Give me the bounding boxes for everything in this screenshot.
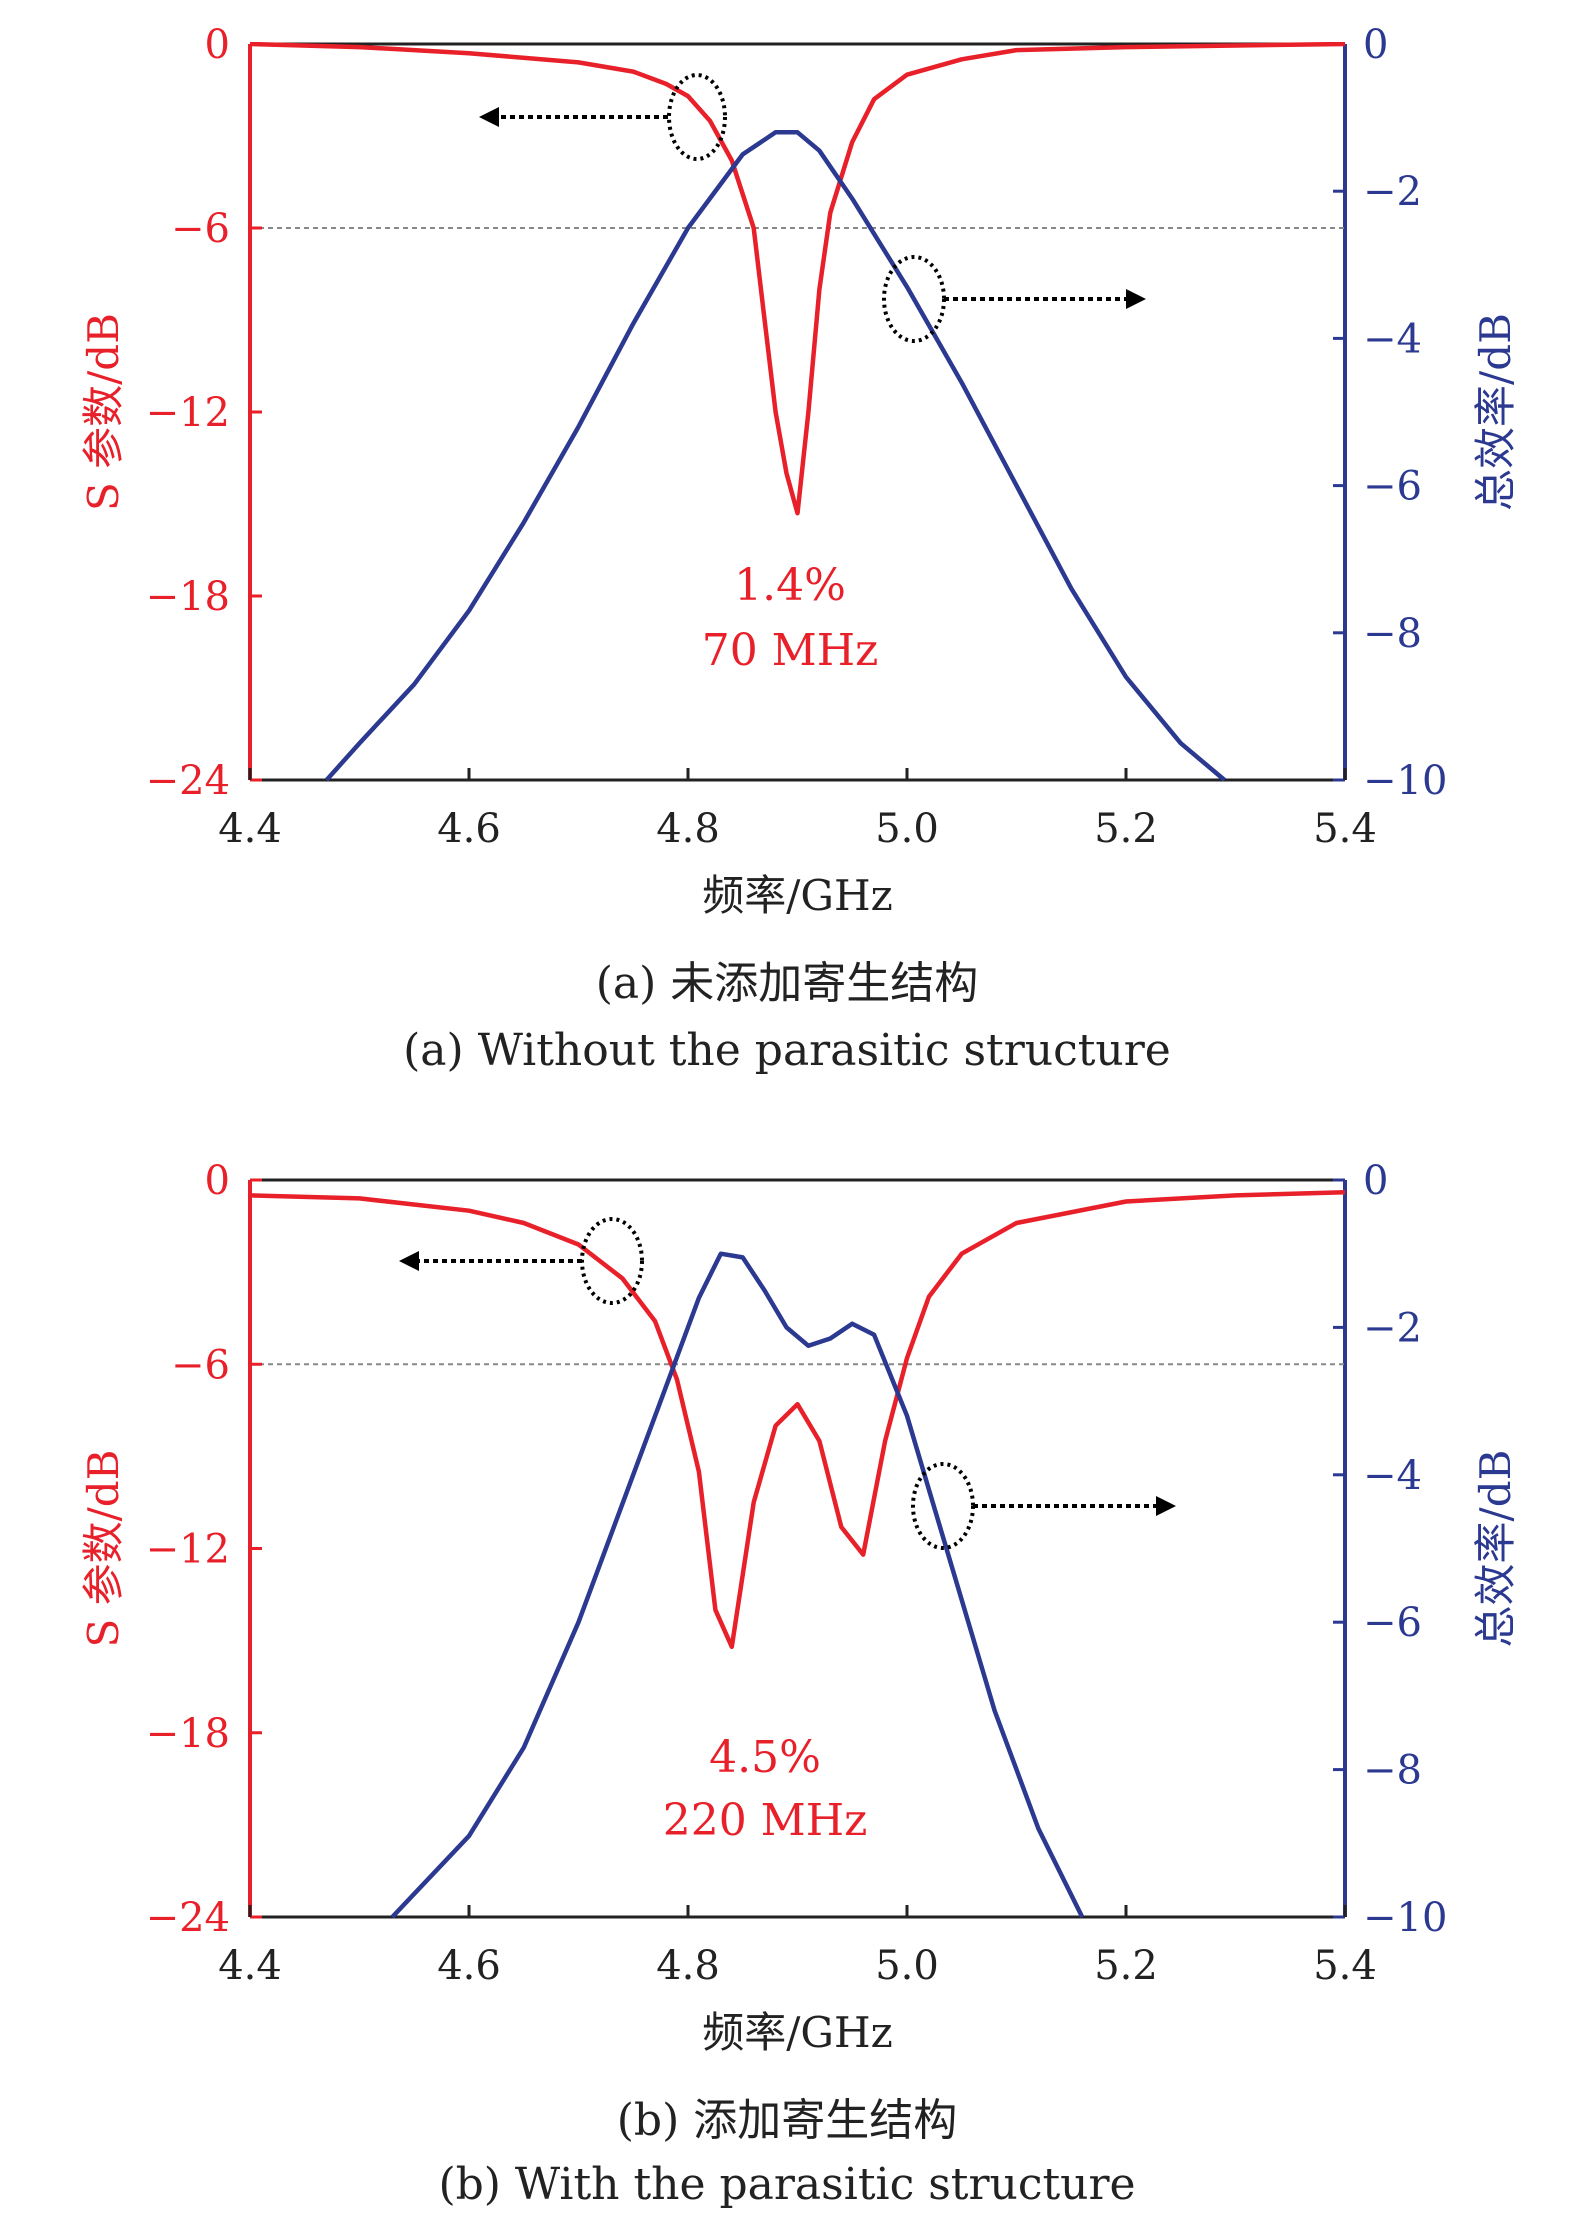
right-tick-label: −6 [1363, 464, 1422, 510]
x-tick-label: 4.6 [437, 1943, 501, 1989]
total-efficiency-curve [390, 1251, 1085, 1919]
right-tick-label: −2 [1363, 1305, 1422, 1351]
right-tick-label: −4 [1363, 316, 1422, 362]
x-tick-label: 4.8 [656, 1943, 720, 1989]
bandwidth-percent-label: 4.5% [709, 1732, 821, 1783]
left-tick-label: 0 [205, 1158, 230, 1204]
right-tick-label: −8 [1363, 611, 1422, 657]
left-tick-label: 0 [205, 22, 230, 68]
right-tick-label: −10 [1363, 1895, 1447, 1941]
series-group [250, 42, 1345, 782]
bandwidth-mhz-label: 70 MHz [702, 625, 879, 676]
left-tick-label: −12 [146, 1527, 230, 1573]
right-tick-label: −4 [1363, 1453, 1422, 1499]
x-tick-label: 5.2 [1094, 806, 1158, 852]
left-tick-label: −6 [171, 206, 230, 252]
x-tick-label: 5.4 [1313, 806, 1377, 852]
left-tick-label: −24 [146, 758, 230, 804]
s-parameter-curve [250, 1190, 1345, 1650]
y-axis-title-right: 总效率/dB [1471, 1450, 1520, 1648]
right-tick-label: −8 [1363, 1748, 1422, 1794]
caption-chinese: (b) 添加寄生结构 [617, 2095, 957, 2146]
chart-panel-a: 0 −6 −12 −18 −24 0 −2 −4 −6 −8 −10 4.4 4.6 4.8 5.0 5.2 5… [79, 22, 1520, 1076]
caption-chinese: (a) 未添加寄生结构 [596, 958, 979, 1009]
left-tick-label: −12 [146, 390, 230, 436]
right-tick-label: −10 [1363, 758, 1447, 804]
x-tick-label: 5.0 [875, 1943, 939, 1989]
y-axis-title-right: 总效率/dB [1471, 313, 1520, 511]
x-tick-label: 4.4 [218, 806, 282, 852]
chart-panel-b: 0 −6 −12 −18 −24 0 −2 −4 −6 −8 −10 4.4 4.6 4.8 5.0 5.2 5… [79, 1158, 1520, 2210]
right-tick-label: 0 [1363, 22, 1388, 68]
y-axis-title-left: S 参数/dB [79, 1449, 128, 1647]
x-tick-label: 4.4 [218, 1943, 282, 1989]
bandwidth-mhz-label: 220 MHz [663, 1795, 868, 1846]
right-tick-label: −2 [1363, 169, 1422, 215]
x-tick-label: 5.2 [1094, 1943, 1158, 1989]
y-axis-title-left: S 参数/dB [79, 313, 128, 511]
left-tick-label: −24 [146, 1895, 230, 1941]
x-tick-label: 5.0 [875, 806, 939, 852]
callout-ellipse [667, 73, 727, 161]
left-tick-label: −6 [171, 1342, 230, 1388]
x-axis-title: 频率/GHz [702, 2008, 892, 2057]
x-tick-label: 4.8 [656, 806, 720, 852]
x-tick-label: 5.4 [1313, 1943, 1377, 1989]
right-tick-label: −6 [1363, 1600, 1422, 1646]
caption-english: (a) Without the parasitic structure [403, 1025, 1171, 1076]
s-parameter-curve [250, 42, 1345, 516]
left-tick-label: −18 [146, 574, 230, 620]
bandwidth-percent-label: 1.4% [734, 560, 846, 611]
right-tick-label: 0 [1363, 1158, 1388, 1204]
x-tick-label: 4.6 [437, 806, 501, 852]
x-axis-title: 频率/GHz [702, 871, 892, 920]
caption-english: (b) With the parasitic structure [438, 2159, 1135, 2210]
series-group [250, 1190, 1345, 1919]
left-tick-label: −18 [146, 1711, 230, 1757]
total-efficiency-curve [324, 130, 1226, 782]
